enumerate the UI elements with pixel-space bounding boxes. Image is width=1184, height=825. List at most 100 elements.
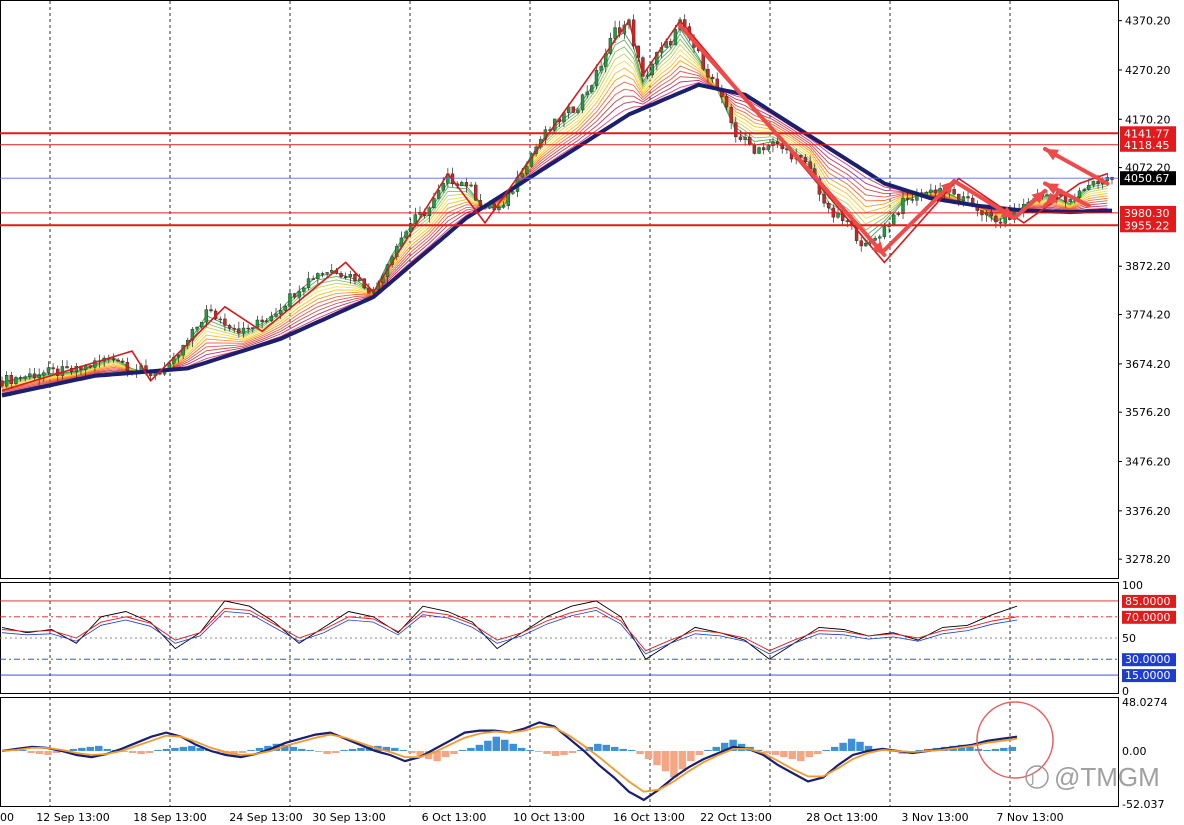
candle-body bbox=[710, 76, 715, 80]
level-tag-bg bbox=[1120, 205, 1176, 220]
candle bbox=[14, 375, 18, 386]
macd-histogram-bar bbox=[839, 742, 847, 751]
price-tick-label: 4170.20 bbox=[1125, 113, 1171, 126]
arrow bbox=[678, 23, 887, 257]
candle bbox=[65, 360, 69, 369]
candle bbox=[265, 317, 269, 324]
macd-tick-label: 48.0274 bbox=[1122, 696, 1168, 709]
macd-histogram-bar bbox=[771, 750, 780, 756]
candle-body bbox=[957, 194, 961, 201]
candle-body bbox=[738, 136, 743, 140]
candle bbox=[218, 316, 222, 324]
macd-pane: 48.0274 0.00 -52.037 bbox=[1, 696, 1168, 811]
candle-body bbox=[799, 154, 803, 158]
candle-body bbox=[125, 362, 130, 371]
candle bbox=[724, 93, 729, 111]
candle-body bbox=[724, 96, 729, 108]
macd-histogram-bar bbox=[382, 746, 391, 751]
macd-histogram-bar bbox=[991, 748, 1000, 751]
date-tick-label: 3 Nov 13:00 bbox=[901, 811, 968, 824]
date-tick-label: 30 Sep 13:00 bbox=[312, 811, 385, 824]
macd-histogram-bar bbox=[179, 746, 188, 751]
price-tick-label: 3278.20 bbox=[1125, 553, 1171, 566]
candle-body bbox=[905, 197, 910, 200]
candle bbox=[952, 182, 956, 196]
macd-histogram-bar bbox=[18, 749, 27, 751]
candle-body bbox=[645, 74, 650, 77]
candle-body bbox=[288, 293, 292, 307]
current-price-tag-bg bbox=[1120, 171, 1176, 186]
arrow bbox=[882, 179, 957, 253]
candle-body bbox=[274, 313, 278, 317]
level-tag-label: 3980.30 bbox=[1124, 207, 1170, 220]
level-tag-bg bbox=[1120, 126, 1176, 141]
candle bbox=[302, 286, 306, 296]
candle bbox=[348, 270, 353, 284]
candle-body bbox=[775, 141, 780, 145]
candle-body bbox=[37, 374, 41, 379]
macd-histogram-bar bbox=[1000, 747, 1008, 751]
candle-body bbox=[520, 173, 524, 178]
candle-body bbox=[23, 376, 27, 379]
candle-body bbox=[1045, 194, 1049, 197]
candle-body bbox=[826, 202, 831, 209]
candle bbox=[111, 353, 116, 363]
candle bbox=[176, 352, 181, 363]
candle-body bbox=[260, 319, 264, 323]
macd-histogram-bar bbox=[966, 746, 974, 751]
macd-histogram-bar bbox=[154, 749, 162, 751]
highlight-circle bbox=[976, 701, 1054, 779]
candle-body bbox=[497, 207, 501, 211]
macd-histogram-bar bbox=[754, 749, 763, 751]
macd-histogram-bar bbox=[264, 745, 272, 751]
candle bbox=[590, 84, 594, 94]
ema-main bbox=[1, 82, 1112, 398]
candle bbox=[28, 368, 32, 380]
candle-body bbox=[176, 354, 181, 358]
candle bbox=[23, 375, 27, 382]
candle-body bbox=[590, 85, 594, 93]
candle bbox=[984, 210, 989, 222]
date-tick-label: 6 Oct 13:00 bbox=[422, 811, 487, 824]
macd-histogram-bar bbox=[69, 748, 78, 751]
arrow-head bbox=[940, 181, 955, 195]
candle-body bbox=[585, 91, 589, 95]
candle-body bbox=[255, 319, 260, 328]
candle-body bbox=[989, 211, 993, 217]
macd-histogram-bar bbox=[822, 749, 830, 751]
level-tag-label: 4118.45 bbox=[1124, 139, 1170, 152]
candle-body bbox=[929, 189, 933, 193]
candle bbox=[585, 85, 589, 99]
macd-histogram-bar bbox=[577, 749, 585, 751]
candle-body bbox=[706, 68, 710, 78]
candle bbox=[223, 313, 227, 332]
date-tick-label: 12 Sep 13:00 bbox=[36, 811, 109, 824]
candle-body bbox=[88, 365, 92, 368]
candle bbox=[576, 107, 580, 115]
macd-histogram-bar bbox=[281, 744, 289, 751]
macd-histogram-bar bbox=[120, 750, 128, 752]
candle-body bbox=[306, 278, 311, 289]
candle-body bbox=[432, 197, 436, 209]
level-tag-bg bbox=[1120, 218, 1176, 233]
macd-histogram-bar bbox=[661, 750, 670, 772]
candle-body bbox=[427, 207, 431, 216]
candle-body bbox=[265, 320, 269, 323]
arrow bbox=[1012, 188, 1047, 220]
candle-body bbox=[353, 274, 357, 282]
candle-body bbox=[650, 63, 654, 76]
candle-body bbox=[51, 367, 55, 370]
date-tick-label: 22 Oct 13:00 bbox=[700, 811, 772, 824]
candle bbox=[1091, 180, 1096, 188]
arrow-shaft bbox=[678, 23, 887, 257]
candle bbox=[116, 358, 120, 362]
macd-histogram-bar bbox=[391, 747, 399, 751]
candle-body bbox=[464, 182, 469, 187]
candle-body bbox=[525, 166, 529, 174]
zigzag bbox=[1, 18, 1108, 392]
candle-body bbox=[1082, 189, 1086, 192]
candle-body bbox=[511, 191, 515, 194]
watermark: ʃ @TMGM bbox=[1025, 762, 1160, 792]
macd-histogram-bar bbox=[864, 745, 873, 751]
candle bbox=[650, 62, 654, 78]
